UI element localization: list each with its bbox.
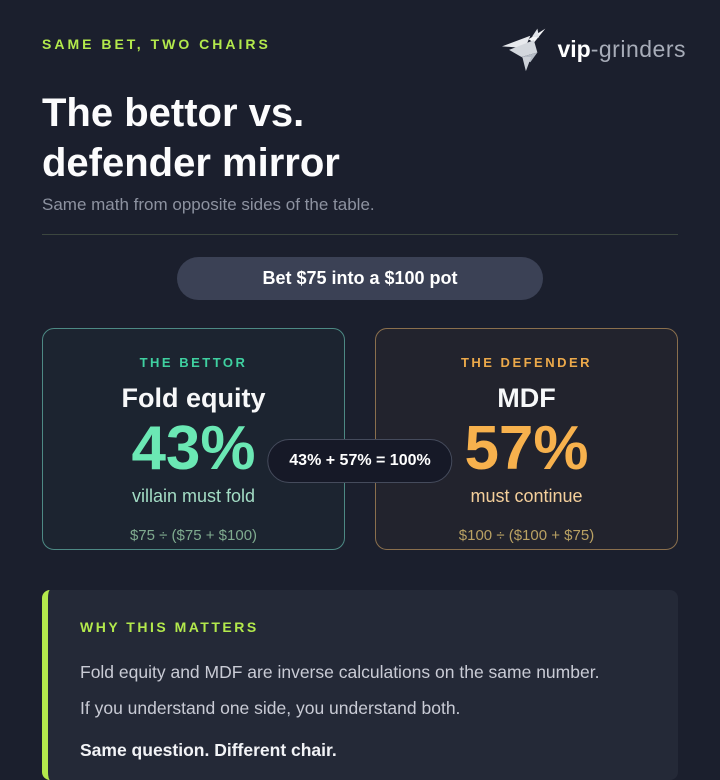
defender-card-subtitle: must continue [470,486,583,506]
scenario-badge: Bet $75 into a $100 pot [177,257,543,300]
page-eyebrow: SAME BET, TWO CHAIRS [42,36,271,52]
brand-wordmark-bold: vip [557,35,591,62]
defender-card-title: MDF [497,383,556,413]
scenario-row: Bet $75 into a $100 pot [42,257,678,300]
callout-eyebrow: WHY THIS MATTERS [80,619,259,635]
defender-card: THE DEFENDER MDF 57% must continue $100 … [375,328,678,550]
section-divider [42,234,678,235]
bettor-card-title: Fold equity [121,383,266,413]
page-title-line1: The bettor vs. [42,91,305,135]
brand-logo[interactable]: vip-grinders [498,26,687,72]
header: SAME BET, TWO CHAIRS vip-grinders [42,28,685,72]
comparison-cards: THE BETTOR Fold equity 43% villain must … [42,328,678,550]
hummingbird-icon [501,28,545,72]
callout-body-text: Fold equity and MDF are inverse calculat… [80,662,600,718]
why-this-matters-box: WHY THIS MATTERS Fold equity and MDF are… [42,590,678,780]
bettor-card-subtitle: villain must fold [131,486,256,506]
brand-wordmark-light: -grinders [590,35,686,62]
bettor-card-formula: $75 ÷ ($75 + $100) [129,527,258,544]
page-title: The bettor vs. defender mirror [42,88,678,188]
defender-card-formula: $100 ÷ ($100 + $75) [458,527,595,544]
page-subtitle: Same math from opposite sides of the tab… [42,195,375,214]
defender-card-eyebrow: THE DEFENDER [460,355,593,370]
brand-wordmark: vip-grinders [558,36,687,63]
bettor-card: THE BETTOR Fold equity 43% villain must … [42,328,345,550]
page-title-line2: defender mirror [42,141,340,185]
defender-card-value: 57% [464,414,589,483]
bettor-card-value: 43% [131,414,256,483]
callout-emphasis-text: Same question. Different chair. [80,740,337,760]
bettor-card-eyebrow: THE BETTOR [139,355,248,370]
sum-connector-badge: 43% + 57% = 100% [267,439,453,484]
